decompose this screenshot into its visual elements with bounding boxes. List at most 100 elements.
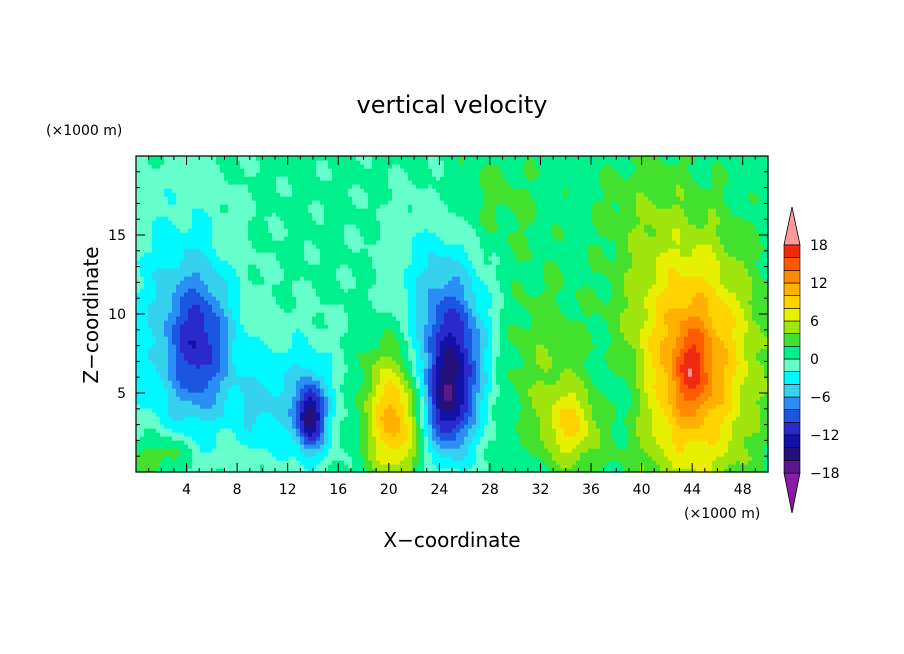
heatmap-cell <box>560 416 565 421</box>
heatmap-cell <box>508 468 513 473</box>
heatmap-cell <box>384 464 389 469</box>
heatmap-cell <box>588 356 593 361</box>
heatmap-cell <box>488 432 493 437</box>
heatmap-cell <box>212 444 217 449</box>
heatmap-cell <box>380 420 385 425</box>
heatmap-cell <box>596 456 601 461</box>
heatmap-cell <box>456 392 461 397</box>
heatmap-cell <box>432 468 437 473</box>
heatmap-cell <box>196 396 201 401</box>
heatmap-cell <box>164 436 169 441</box>
heatmap-cell <box>508 464 513 469</box>
heatmap-cell <box>208 464 213 469</box>
heatmap-cell <box>360 396 365 401</box>
heatmap-cell <box>248 420 253 425</box>
heatmap-cell <box>468 392 473 397</box>
heatmap-cell <box>712 396 717 401</box>
heatmap-cell <box>172 444 177 449</box>
heatmap-cell <box>188 416 193 421</box>
heatmap-cell <box>196 416 201 421</box>
heatmap-cell <box>528 364 533 369</box>
heatmap-cell <box>416 392 421 397</box>
heatmap-cell <box>312 348 317 353</box>
heatmap-cell <box>540 468 545 473</box>
heatmap-cell <box>272 456 277 461</box>
heatmap-cell <box>488 448 493 453</box>
heatmap-cell <box>508 412 513 417</box>
heatmap-cell <box>144 404 149 409</box>
heatmap-cell <box>360 384 365 389</box>
heatmap-cell <box>420 392 425 397</box>
heatmap-cell <box>596 416 601 421</box>
heatmap-cell <box>148 464 153 469</box>
heatmap-cell <box>384 344 389 349</box>
heatmap-cell <box>696 356 701 361</box>
heatmap-cell <box>340 440 345 445</box>
heatmap-cell <box>440 460 445 465</box>
heatmap-cell <box>608 348 613 353</box>
heatmap-cell <box>324 468 329 473</box>
heatmap-cell <box>440 368 445 373</box>
heatmap-cell <box>672 452 677 457</box>
heatmap-cell <box>760 384 765 389</box>
heatmap-cell <box>548 380 553 385</box>
heatmap-cell <box>304 384 309 389</box>
heatmap-cell <box>740 456 745 461</box>
heatmap-cell <box>304 352 309 357</box>
heatmap-cell <box>460 364 465 369</box>
heatmap-cell <box>704 408 709 413</box>
heatmap-cell <box>512 444 517 449</box>
heatmap-cell <box>660 448 665 453</box>
heatmap-cell <box>380 396 385 401</box>
heatmap-cell <box>480 460 485 465</box>
heatmap-cell <box>272 352 277 357</box>
heatmap-cell <box>676 376 681 381</box>
heatmap-cell <box>432 420 437 425</box>
heatmap-cell <box>608 468 613 473</box>
heatmap-cell <box>364 408 369 413</box>
heatmap-cell <box>328 360 333 365</box>
heatmap-cell <box>448 408 453 413</box>
heatmap-cell <box>272 416 277 421</box>
heatmap-cell <box>172 400 177 405</box>
heatmap-cell <box>552 432 557 437</box>
heatmap-cell <box>240 460 245 465</box>
heatmap-cell <box>272 380 277 385</box>
heatmap-cell <box>284 456 289 461</box>
heatmap-cell <box>604 384 609 389</box>
heatmap-cell <box>596 400 601 405</box>
heatmap-cell <box>664 460 669 465</box>
heatmap-cell <box>168 432 173 437</box>
heatmap-cell <box>656 420 661 425</box>
heatmap-cell <box>684 468 689 473</box>
heatmap-cell <box>324 356 329 361</box>
heatmap-cell <box>636 400 641 405</box>
heatmap-cell <box>648 452 653 457</box>
heatmap-cell <box>488 452 493 457</box>
heatmap-cell <box>148 384 153 389</box>
heatmap-cell <box>364 364 369 369</box>
heatmap-cell <box>584 448 589 453</box>
heatmap-cell <box>536 456 541 461</box>
heatmap-cell <box>468 376 473 381</box>
heatmap-cell <box>700 352 705 357</box>
heatmap-cell <box>252 460 257 465</box>
heatmap-cell <box>356 388 361 393</box>
heatmap-cell <box>368 432 373 437</box>
heatmap-cell <box>392 400 397 405</box>
heatmap-cell <box>700 408 705 413</box>
heatmap-cell <box>704 416 709 421</box>
heatmap-cell <box>168 452 173 457</box>
heatmap-cell <box>664 432 669 437</box>
heatmap-cell <box>420 388 425 393</box>
heatmap-cell <box>592 368 597 373</box>
heatmap-cell <box>600 444 605 449</box>
heatmap-cell <box>568 404 573 409</box>
heatmap-cell <box>312 392 317 397</box>
heatmap-cell <box>136 456 141 461</box>
heatmap-cell <box>348 464 353 469</box>
heatmap-cell <box>200 364 205 369</box>
heatmap-cell <box>600 376 605 381</box>
heatmap-cell <box>496 452 501 457</box>
heatmap-cell <box>692 356 697 361</box>
